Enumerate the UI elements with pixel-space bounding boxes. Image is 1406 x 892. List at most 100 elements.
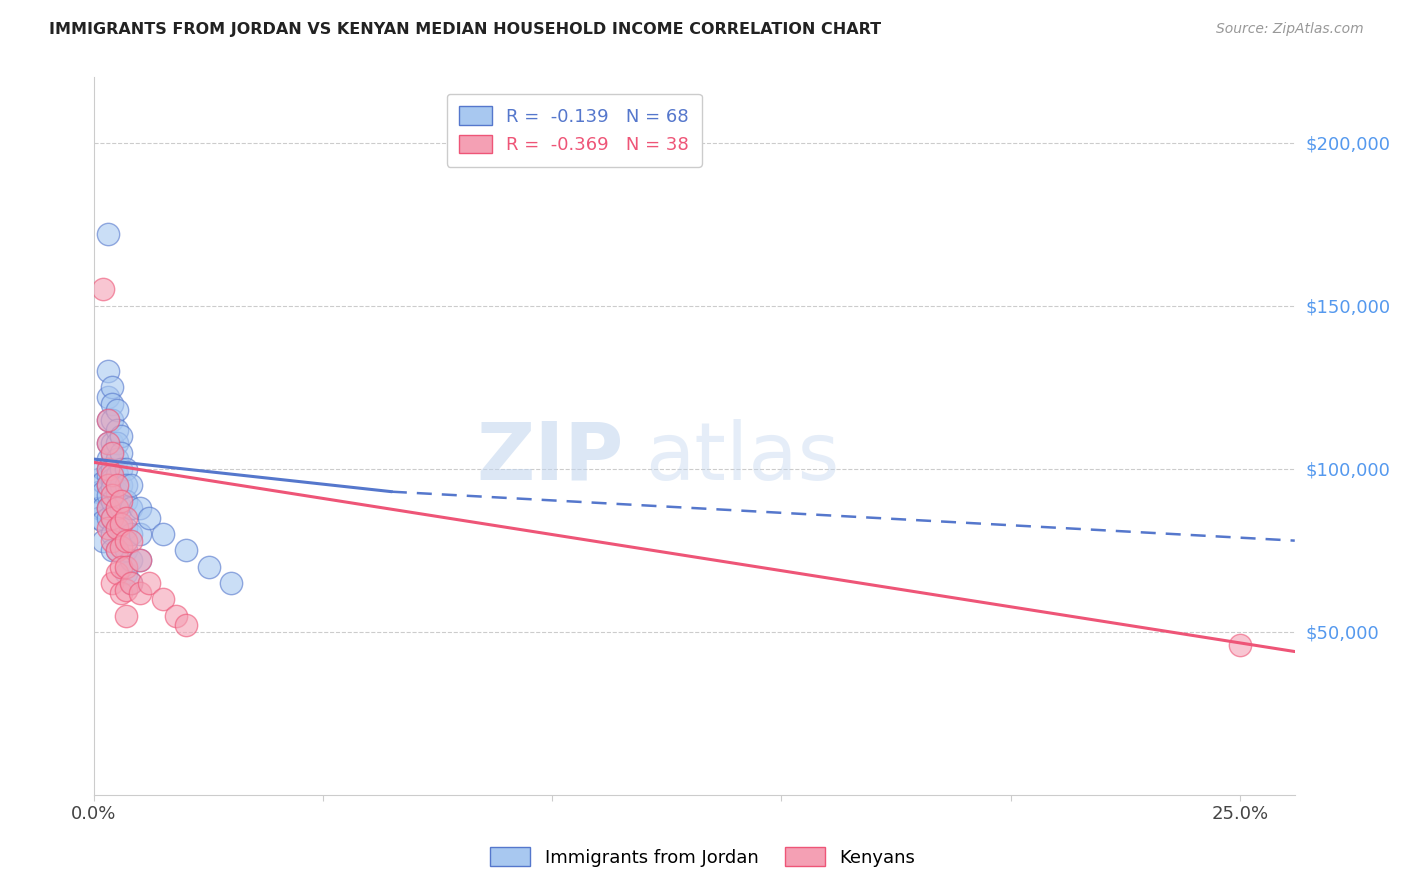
Point xyxy=(91,514,114,528)
Point xyxy=(221,576,243,591)
Point xyxy=(97,390,120,404)
Point xyxy=(101,462,124,476)
Point xyxy=(120,478,142,492)
Point xyxy=(115,510,138,524)
Point xyxy=(105,501,128,516)
Point xyxy=(91,475,114,489)
Point xyxy=(105,423,128,437)
Point xyxy=(101,488,124,502)
Point xyxy=(174,618,197,632)
Point xyxy=(105,520,128,534)
Point xyxy=(97,462,120,476)
Point xyxy=(105,520,128,534)
Point xyxy=(174,543,197,558)
Point xyxy=(110,501,132,516)
Point xyxy=(110,462,132,476)
Point xyxy=(101,397,124,411)
Point xyxy=(105,566,128,581)
Point xyxy=(97,501,120,516)
Point xyxy=(105,543,128,558)
Text: ZIP: ZIP xyxy=(477,418,624,497)
Point xyxy=(101,445,124,459)
Point xyxy=(115,559,138,574)
Point xyxy=(97,435,120,450)
Point xyxy=(110,540,132,554)
Point xyxy=(105,435,128,450)
Point xyxy=(97,488,120,502)
Point xyxy=(97,413,120,427)
Point xyxy=(105,501,128,516)
Point xyxy=(128,553,150,567)
Point xyxy=(115,520,138,534)
Point xyxy=(87,472,110,486)
Point xyxy=(120,576,142,591)
Point xyxy=(110,559,132,574)
Point xyxy=(87,501,110,516)
Point xyxy=(197,559,219,574)
Point xyxy=(115,478,138,492)
Point xyxy=(101,510,124,524)
Point xyxy=(120,576,142,591)
Point xyxy=(115,494,138,508)
Point xyxy=(97,452,120,467)
Point xyxy=(87,510,110,524)
Point xyxy=(101,472,124,486)
Point xyxy=(115,462,138,476)
Point xyxy=(120,501,142,516)
Point xyxy=(101,533,124,548)
Point xyxy=(120,527,142,541)
Point xyxy=(115,582,138,597)
Point xyxy=(97,462,120,476)
Point xyxy=(97,478,120,492)
Point xyxy=(91,533,114,548)
Point xyxy=(138,510,160,524)
Point xyxy=(87,484,110,499)
Point xyxy=(105,478,128,492)
Point xyxy=(110,520,132,534)
Point xyxy=(101,413,124,427)
Point xyxy=(105,484,128,499)
Point xyxy=(97,510,120,524)
Point xyxy=(97,501,120,516)
Text: IMMIGRANTS FROM JORDAN VS KENYAN MEDIAN HOUSEHOLD INCOME CORRELATION CHART: IMMIGRANTS FROM JORDAN VS KENYAN MEDIAN … xyxy=(49,22,882,37)
Point xyxy=(91,484,114,499)
Point xyxy=(152,527,174,541)
Text: atlas: atlas xyxy=(645,418,839,497)
Point xyxy=(91,283,114,297)
Point xyxy=(110,586,132,600)
Point xyxy=(110,517,132,532)
Point xyxy=(152,592,174,607)
Point xyxy=(101,445,124,459)
Point xyxy=(101,576,124,591)
Point xyxy=(165,608,187,623)
Point xyxy=(101,435,124,450)
Text: Source: ZipAtlas.com: Source: ZipAtlas.com xyxy=(1216,22,1364,37)
Point xyxy=(101,527,124,541)
Point xyxy=(97,413,120,427)
Point xyxy=(97,435,120,450)
Point xyxy=(115,566,138,581)
Point xyxy=(97,364,120,378)
Point xyxy=(110,429,132,443)
Point xyxy=(128,553,150,567)
Point xyxy=(101,510,124,524)
Point xyxy=(110,478,132,492)
Point xyxy=(91,501,114,516)
Point xyxy=(101,494,124,508)
Point xyxy=(101,482,124,496)
Point xyxy=(97,227,120,241)
Legend: Immigrants from Jordan, Kenyans: Immigrants from Jordan, Kenyans xyxy=(484,840,922,874)
Point xyxy=(101,380,124,394)
Point xyxy=(105,543,128,558)
Legend: R =  -0.139   N = 68, R =  -0.369   N = 38: R = -0.139 N = 68, R = -0.369 N = 38 xyxy=(447,94,702,167)
Point xyxy=(91,462,114,476)
Point xyxy=(1229,638,1251,652)
Point xyxy=(105,452,128,467)
Point xyxy=(110,494,132,508)
Point xyxy=(105,403,128,417)
Point xyxy=(120,553,142,567)
Point xyxy=(128,586,150,600)
Point xyxy=(115,543,138,558)
Point xyxy=(105,468,128,483)
Point xyxy=(128,501,150,516)
